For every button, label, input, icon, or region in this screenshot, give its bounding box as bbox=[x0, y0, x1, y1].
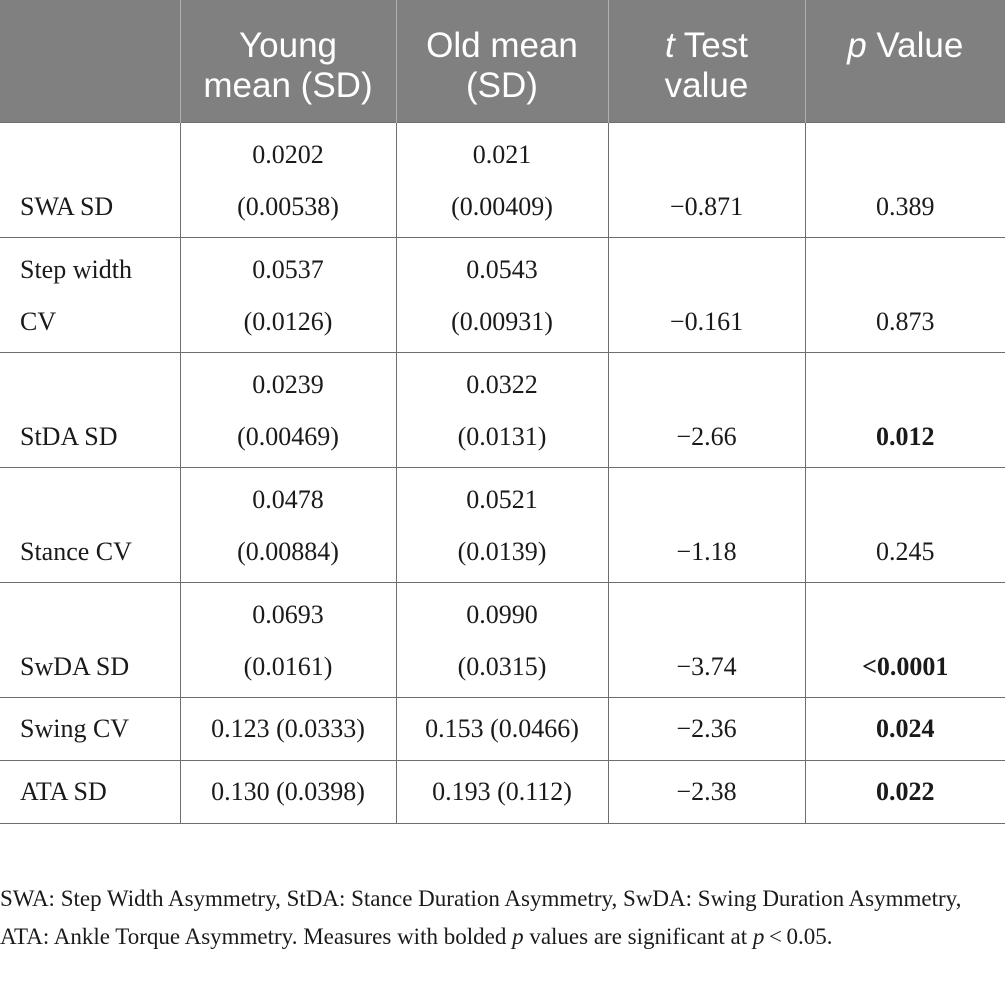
header-young-mean: Young mean (SD) bbox=[180, 0, 397, 122]
t-value: −2.36 bbox=[608, 696, 806, 760]
young-cell: 0.0537 (0.0126) bbox=[180, 236, 397, 352]
table-row: Step width CV 0.0537 (0.0126) 0.0543 (0.009… bbox=[0, 236, 1005, 352]
young-cell: 0.0478 (0.00884) bbox=[180, 466, 397, 582]
table-header: Young mean (SD) Old mean (SD) t Test val… bbox=[0, 0, 1005, 122]
table-body: SWA SD 0.0202 (0.00538) 0.021 (0.00409) −0… bbox=[0, 121, 1005, 824]
old-cell: 0.0543 (0.00931) bbox=[396, 236, 609, 352]
row-label-line2: CV bbox=[20, 306, 57, 336]
young-sd: (0.00469) bbox=[237, 421, 339, 451]
header-t-symbol: t bbox=[664, 26, 675, 65]
young-cell: 0.123 (0.0333) bbox=[180, 696, 397, 760]
t-value: −2.66 bbox=[608, 351, 806, 467]
p-value-significant: <0.0001 bbox=[805, 581, 1005, 697]
young-cell: 0.0202 (0.00538) bbox=[180, 121, 397, 237]
table-row: StDA SD 0.0239 (0.00469) 0.0322 (0.0131) −… bbox=[0, 351, 1005, 467]
young-sd: (0.0161) bbox=[243, 651, 333, 681]
old-sd: (0.00409) bbox=[451, 191, 553, 221]
row-label: Step width CV bbox=[0, 236, 181, 352]
old-mean: 0.0521 bbox=[466, 484, 538, 514]
header-t-test: t Test value bbox=[608, 0, 806, 122]
table-row: ATA SD 0.130 (0.0398) 0.193 (0.112) −2.3… bbox=[0, 759, 1005, 824]
row-label: SWA SD bbox=[0, 121, 181, 237]
row-label: SwDA SD bbox=[0, 581, 181, 697]
old-mean: 0.0322 bbox=[466, 369, 538, 399]
old-cell: 0.021 (0.00409) bbox=[396, 121, 609, 237]
table-row: Swing CV 0.123 (0.0333) 0.153 (0.0466) −… bbox=[0, 696, 1005, 760]
p-value: 0.873 bbox=[805, 236, 1005, 352]
young-mean: 0.0478 bbox=[252, 484, 324, 514]
old-sd: (0.0139) bbox=[457, 536, 547, 566]
young-cell: 0.0239 (0.00469) bbox=[180, 351, 397, 467]
t-value: −0.871 bbox=[608, 121, 806, 237]
row-label: ATA SD bbox=[0, 759, 181, 824]
young-sd: (0.0126) bbox=[243, 306, 333, 336]
young-mean: 0.0693 bbox=[252, 599, 324, 629]
old-cell: 0.0990 (0.0315) bbox=[396, 581, 609, 697]
header-p-label: Value bbox=[866, 26, 964, 65]
footnote-p-symbol-2: p bbox=[752, 924, 765, 949]
young-mean: 0.0202 bbox=[252, 139, 324, 169]
p-value-significant: 0.024 bbox=[805, 696, 1005, 760]
row-label: Stance CV bbox=[0, 466, 181, 582]
t-value: −0.161 bbox=[608, 236, 806, 352]
young-cell: 0.0693 (0.0161) bbox=[180, 581, 397, 697]
header-t-label: Test value bbox=[664, 26, 749, 105]
young-cell: 0.130 (0.0398) bbox=[180, 759, 397, 824]
results-table-container: Young mean (SD) Old mean (SD) t Test val… bbox=[0, 0, 1005, 824]
old-mean: 0.021 bbox=[472, 139, 532, 169]
t-value: −3.74 bbox=[608, 581, 806, 697]
footnote-text: SWA: Step Width Asymmetry, StDA: Stance … bbox=[0, 886, 962, 949]
old-mean: 0.0990 bbox=[466, 599, 538, 629]
young-mean: 0.0537 bbox=[252, 254, 324, 284]
footnote-p-symbol: p bbox=[512, 924, 524, 949]
table-row: SWA SD 0.0202 (0.00538) 0.021 (0.00409) −0… bbox=[0, 121, 1005, 237]
results-table: Young mean (SD) Old mean (SD) t Test val… bbox=[0, 0, 1005, 824]
row-label: StDA SD bbox=[0, 351, 181, 467]
old-sd: (0.00931) bbox=[451, 306, 553, 336]
header-p-value: p Value bbox=[805, 0, 1005, 122]
young-sd: (0.00884) bbox=[237, 536, 339, 566]
old-cell: 0.193 (0.112) bbox=[396, 759, 609, 824]
old-cell: 0.0322 (0.0131) bbox=[396, 351, 609, 467]
young-sd: (0.00538) bbox=[237, 191, 339, 221]
old-cell: 0.0521 (0.0139) bbox=[396, 466, 609, 582]
footnote-threshold: < 0.05. bbox=[764, 924, 833, 949]
footnote-text-2: values are significant at bbox=[523, 924, 753, 949]
t-value: −2.38 bbox=[608, 759, 806, 824]
header-p-symbol: p bbox=[847, 26, 867, 65]
header-old-mean: Old mean (SD) bbox=[396, 0, 609, 122]
p-value-significant: 0.022 bbox=[805, 759, 1005, 824]
table-row: SwDA SD 0.0693 (0.0161) 0.0990 (0.0315) −3… bbox=[0, 581, 1005, 697]
old-sd: (0.0131) bbox=[457, 421, 547, 451]
p-value: 0.245 bbox=[805, 466, 1005, 582]
t-value: −1.18 bbox=[608, 466, 806, 582]
p-value: 0.389 bbox=[805, 121, 1005, 237]
old-cell: 0.153 (0.0466) bbox=[396, 696, 609, 760]
old-mean: 0.0543 bbox=[466, 254, 538, 284]
header-row: Young mean (SD) Old mean (SD) t Test val… bbox=[0, 0, 1005, 122]
header-empty bbox=[0, 0, 181, 122]
row-label: Swing CV bbox=[0, 696, 181, 760]
table-footnote: SWA: Step Width Asymmetry, StDA: Stance … bbox=[0, 880, 1000, 956]
row-label-line1: Step width bbox=[20, 254, 132, 284]
table-row: Stance CV 0.0478 (0.00884) 0.0521 (0.0139)… bbox=[0, 466, 1005, 582]
p-value-significant: 0.012 bbox=[805, 351, 1005, 467]
old-sd: (0.0315) bbox=[457, 651, 547, 681]
young-mean: 0.0239 bbox=[252, 369, 324, 399]
